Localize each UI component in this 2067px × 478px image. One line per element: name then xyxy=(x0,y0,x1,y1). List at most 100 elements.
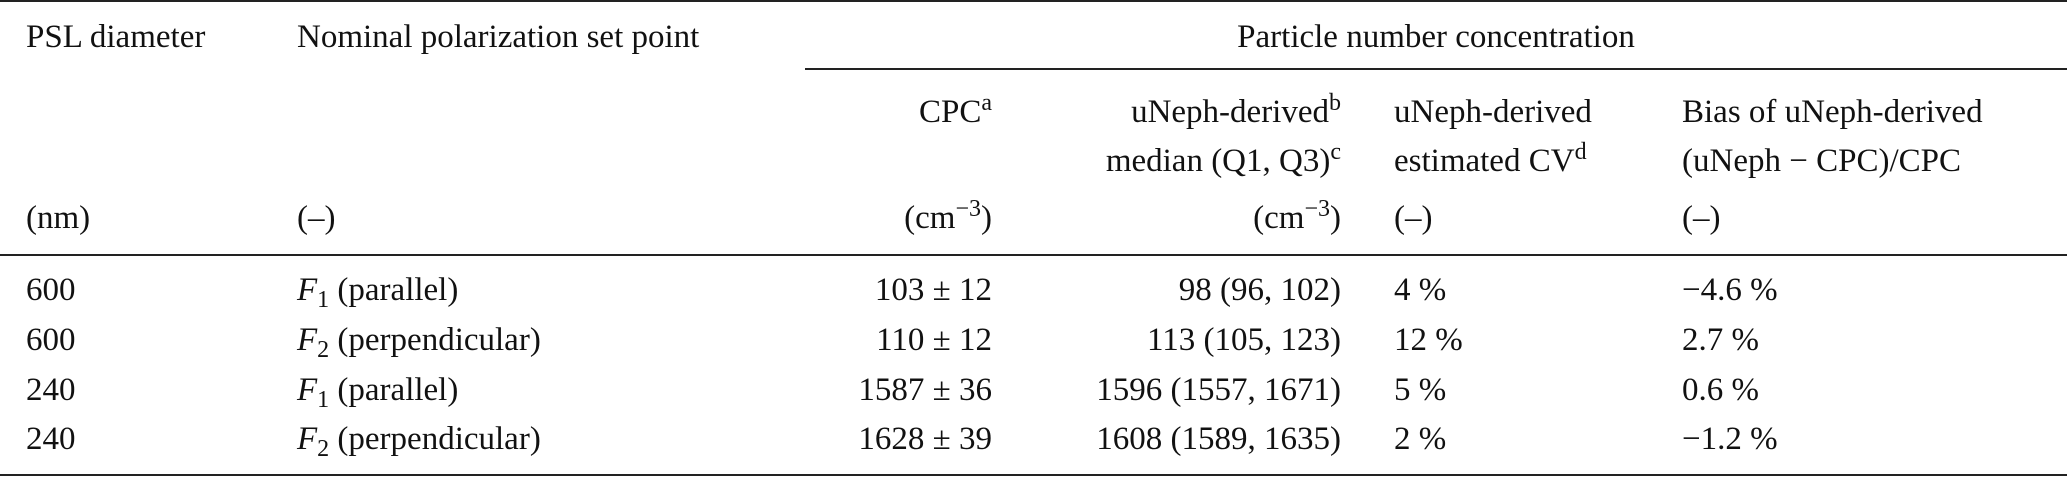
text-run: 1596 (1557, 1671) xyxy=(1096,372,1341,408)
text-run: −1.2 % xyxy=(1682,421,1778,457)
text-run: 1587 ± 36 xyxy=(858,372,992,408)
column-header: Bias of uNeph-derived xyxy=(1682,92,1983,132)
text-run: (nm) xyxy=(26,200,91,236)
column-unit: (–) xyxy=(297,198,335,238)
text-run: 1628 ± 39 xyxy=(858,421,992,457)
column-header: uNeph-derivedb xyxy=(1131,90,1341,132)
column-header: Nominal polarization set point xyxy=(297,17,699,57)
column-header: estimated CVd xyxy=(1394,139,1587,181)
text-run: −4.6 % xyxy=(1682,272,1778,308)
column-header: median (Q1, Q3)c xyxy=(1105,139,1341,181)
table-cell: −1.2 % xyxy=(1682,419,1778,459)
text-run: (uNeph − CPC)/CPC xyxy=(1682,143,1961,179)
text-run: a xyxy=(981,90,992,116)
table-cell: 240 xyxy=(26,419,76,459)
table-cell: 600 xyxy=(26,270,76,310)
table-cell: 1596 (1557, 1671) xyxy=(1096,370,1341,410)
text-run: (perpendicular) xyxy=(329,322,541,358)
column-header: uNeph-derived xyxy=(1394,92,1592,132)
column-unit: (cm−3) xyxy=(904,196,992,238)
text-run: 110 ± 12 xyxy=(876,322,992,358)
text-run: 2 % xyxy=(1394,421,1447,457)
table-cell: 103 ± 12 xyxy=(875,270,992,310)
text-run: PSL diameter xyxy=(26,19,206,55)
table-cell: 2.7 % xyxy=(1682,320,1759,360)
table-cell: 98 (96, 102) xyxy=(1179,270,1341,310)
header-rule xyxy=(0,254,2067,256)
text-run: uNeph-derived xyxy=(1131,94,1329,130)
text-run: 12 % xyxy=(1394,322,1463,358)
table-cell: 1587 ± 36 xyxy=(858,370,992,410)
text-run: F xyxy=(297,421,318,457)
text-run: 2 xyxy=(317,337,330,363)
column-header: (uNeph − CPC)/CPC xyxy=(1682,141,1961,181)
table-cell: F1 (parallel) xyxy=(297,370,459,413)
table-cell: 4 % xyxy=(1394,270,1446,310)
table-cell: 1628 ± 39 xyxy=(858,419,992,459)
column-header: PSL diameter xyxy=(26,17,205,57)
text-run: Bias of uNeph-derived xyxy=(1682,94,1983,130)
text-run: 1 xyxy=(317,287,330,313)
text-run: 2.7 % xyxy=(1682,322,1759,358)
text-run: F xyxy=(297,322,318,358)
table-cell: −4.6 % xyxy=(1682,270,1778,310)
text-run: 2 xyxy=(317,436,330,462)
table-cell: 600 xyxy=(26,320,76,360)
text-run: 103 ± 12 xyxy=(874,272,992,308)
text-run: uNeph-derived xyxy=(1394,94,1592,130)
text-run: d xyxy=(1574,139,1587,165)
text-run: b xyxy=(1329,90,1341,116)
table-cell: 240 xyxy=(26,370,76,410)
text-run: (–) xyxy=(297,200,336,236)
table-cell: 110 ± 12 xyxy=(876,320,992,360)
table-cell: 12 % xyxy=(1394,320,1463,360)
column-unit: (–) xyxy=(1394,198,1432,238)
text-run: F xyxy=(297,272,318,308)
group-header: Particle number concentration xyxy=(1237,19,1635,55)
text-run: (–) xyxy=(1394,200,1433,236)
text-run: 600 xyxy=(26,322,76,358)
text-run: 98 (96, 102) xyxy=(1178,272,1341,308)
text-run: Nominal polarization set point xyxy=(297,19,700,55)
column-unit: (cm−3) xyxy=(1253,196,1341,238)
table-cell: F2 (perpendicular) xyxy=(297,320,541,363)
text-run: 0.6 % xyxy=(1682,372,1759,408)
column-unit: (nm) xyxy=(26,198,90,238)
text-run: 5 % xyxy=(1394,372,1447,408)
table-cell: F1 (parallel) xyxy=(297,270,459,313)
text-run: (cm xyxy=(904,200,956,236)
table-cell: 113 (105, 123) xyxy=(1147,320,1341,360)
text-run: (–) xyxy=(1682,200,1721,236)
text-run: 1 xyxy=(317,387,330,413)
group-rule xyxy=(805,68,2067,70)
text-run: 240 xyxy=(26,421,76,457)
table-cell: 0.6 % xyxy=(1682,370,1759,410)
text-run: median (Q1, Q3) xyxy=(1105,143,1331,179)
text-run: (perpendicular) xyxy=(329,421,541,457)
text-run: −3 xyxy=(1304,196,1330,222)
column-unit: (–) xyxy=(1682,198,1720,238)
text-run: estimated CV xyxy=(1394,143,1575,179)
text-run: 1608 (1589, 1635) xyxy=(1096,421,1341,457)
column-header: CPCa xyxy=(918,90,992,132)
table-cell: 2 % xyxy=(1394,419,1446,459)
top-rule xyxy=(0,0,2067,2)
text-run: 600 xyxy=(26,272,76,308)
text-run: c xyxy=(1330,139,1341,165)
text-run: (parallel) xyxy=(329,272,459,308)
table-cell: 1608 (1589, 1635) xyxy=(1096,419,1341,459)
text-run: ) xyxy=(1330,200,1341,236)
text-run: (parallel) xyxy=(329,372,459,408)
text-run: 4 % xyxy=(1394,272,1447,308)
text-run: ) xyxy=(981,200,992,236)
bottom-rule xyxy=(0,474,2067,476)
text-run: −3 xyxy=(955,196,981,222)
text-run: 240 xyxy=(26,372,76,408)
text-run: 113 (105, 123) xyxy=(1146,322,1341,358)
table-cell: F2 (perpendicular) xyxy=(297,419,541,462)
table-cell: 5 % xyxy=(1394,370,1446,410)
text-run: F xyxy=(297,372,318,408)
text-run: (cm xyxy=(1253,200,1305,236)
text-run: CPC xyxy=(918,94,982,130)
